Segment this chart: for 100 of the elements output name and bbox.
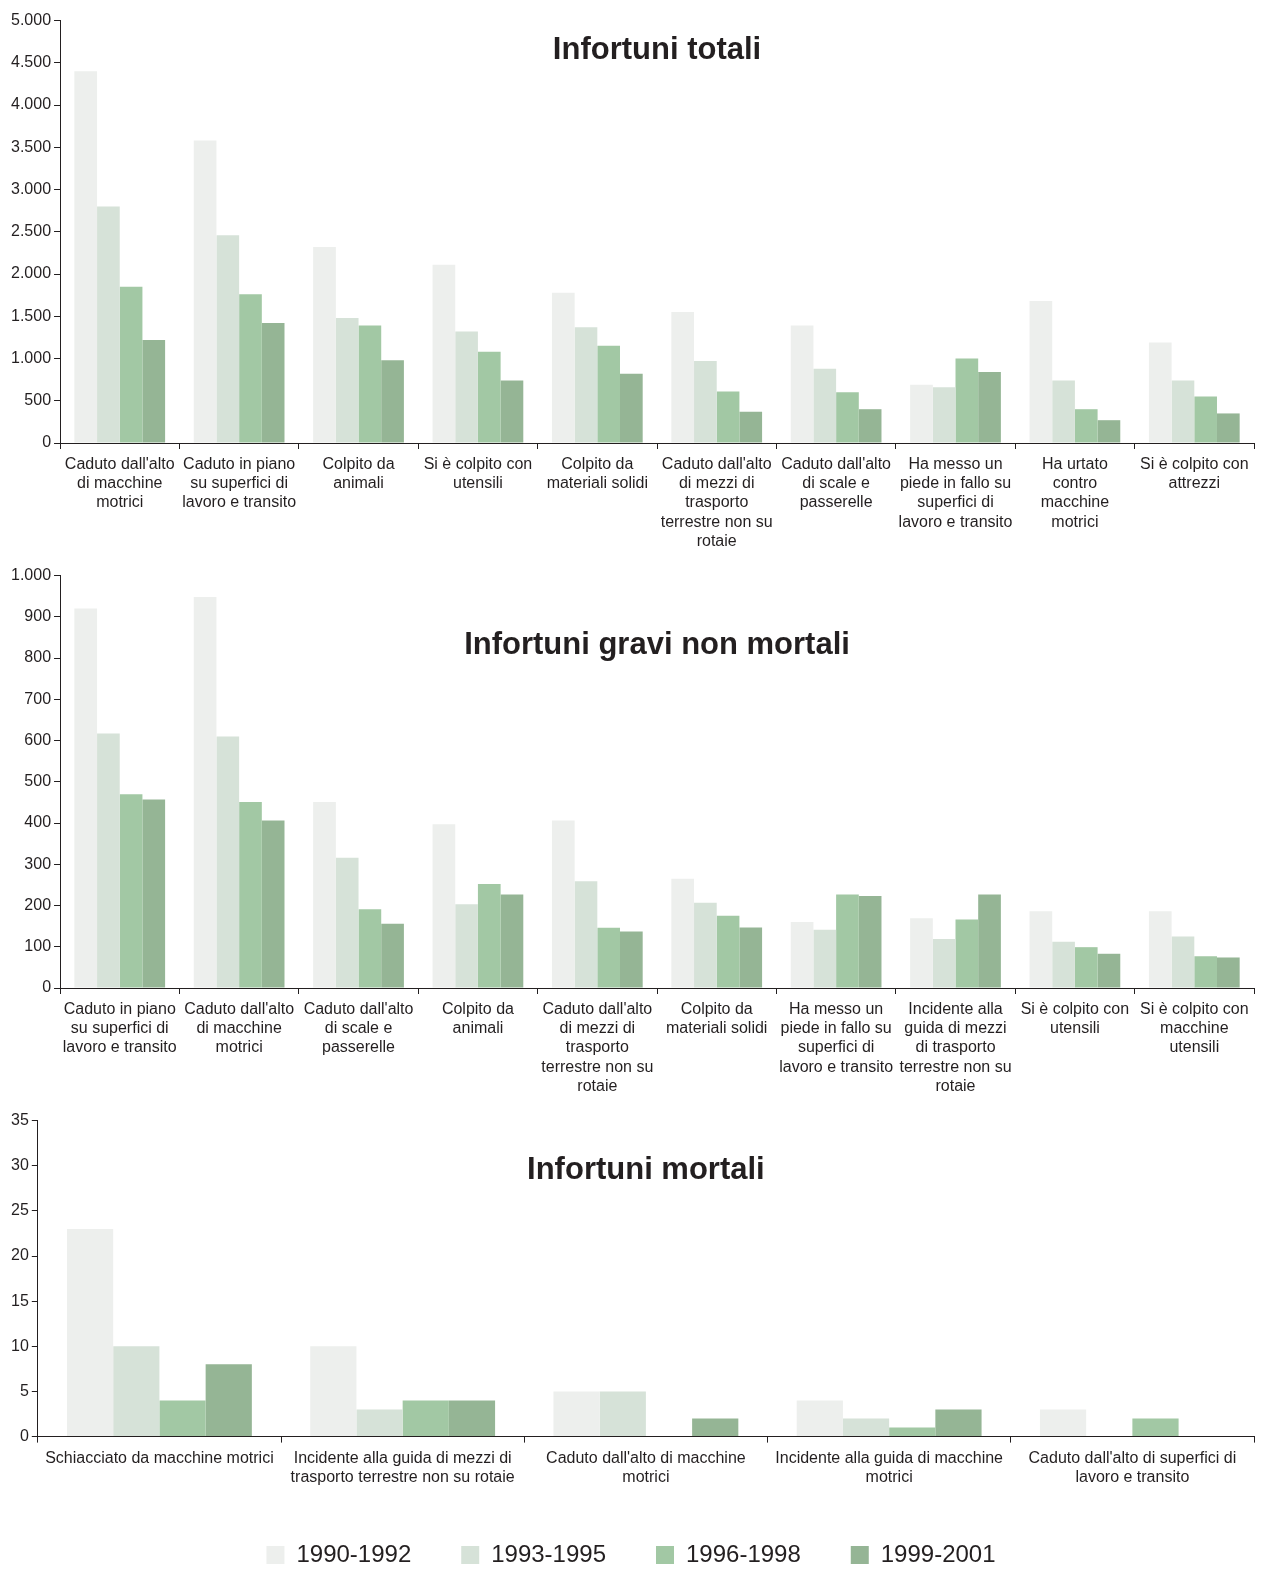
- x-tick-label: Caduto dall'alto di macchine motrici: [184, 1000, 295, 1056]
- bar: [455, 904, 478, 988]
- bar: [551, 292, 575, 443]
- bar: [813, 368, 837, 443]
- y-tick-label: 10: [11, 1336, 29, 1354]
- bar: [790, 325, 814, 443]
- x-tick-label: Caduto dall'alto di macchine motrici: [64, 455, 175, 511]
- bar: [335, 857, 359, 988]
- y-tick-label: 100: [24, 937, 52, 955]
- bar: [113, 1346, 160, 1437]
- bar: [694, 361, 717, 443]
- text: Infortuni mortali: [527, 1151, 765, 1187]
- bar: [620, 373, 643, 443]
- x-tick-label: Colpito da animali: [322, 455, 395, 492]
- bar: [671, 312, 695, 443]
- bar: [313, 802, 336, 988]
- x-tick-label: Incidente alla guida di mezzi di trasporto terrestre non su rotaie: [899, 1000, 1012, 1094]
- x-tick-label: Caduto dall'alto di macchine motrici: [546, 1448, 746, 1485]
- x-tick-label: Si è colpito con utensili: [423, 455, 533, 492]
- bar: [858, 896, 882, 988]
- y-tick-label: 1.000: [10, 566, 52, 584]
- bar: [119, 286, 143, 443]
- bar: [1171, 380, 1195, 443]
- y-tick-label: 0: [42, 978, 52, 996]
- bar: [1097, 953, 1121, 988]
- bar: [74, 608, 98, 988]
- bar: [1194, 956, 1217, 988]
- y-tick-label: 700: [24, 689, 52, 707]
- bar: [1074, 947, 1098, 988]
- y-tick-label: 3.000: [10, 179, 52, 197]
- legend-label: 1999-2001: [880, 1539, 996, 1567]
- y-tick-label: 500: [24, 772, 52, 790]
- x-tick-label: Caduto in piano su superfici di lavoro e transito: [182, 455, 297, 511]
- bar: [1216, 413, 1240, 443]
- bar: [205, 1364, 252, 1437]
- legend-label: 1993-1995: [491, 1539, 607, 1567]
- bar: [955, 358, 979, 443]
- x-tick-label: Caduto dall'alto di scale e passerelle: [781, 455, 892, 511]
- bar: [74, 71, 98, 443]
- bar: [193, 597, 217, 988]
- y-tick-label: 35: [11, 1111, 29, 1129]
- bar: [842, 1418, 890, 1437]
- bar: [358, 909, 382, 988]
- bar: [1216, 957, 1240, 988]
- bar: [1029, 301, 1053, 443]
- legend-label: 1990-1992: [296, 1539, 412, 1567]
- bar: [1074, 409, 1098, 443]
- bar: [955, 919, 979, 988]
- y-tick-label: 0: [19, 1427, 29, 1445]
- y-tick-label: 400: [24, 813, 52, 831]
- x-tick-label: Si è colpito con attrezzi: [1140, 455, 1249, 492]
- bar: [97, 733, 120, 988]
- bar: [358, 325, 382, 443]
- y-tick-label: 800: [24, 648, 52, 666]
- x-tick-label: Caduto dall'alto di mezzi di trasporto terrestre non su rotaie: [660, 455, 773, 549]
- bar: [716, 915, 740, 988]
- bar: [935, 1409, 982, 1437]
- bar: [1132, 1418, 1179, 1437]
- bar: [574, 881, 598, 988]
- bar: [455, 331, 478, 443]
- bar: [620, 931, 643, 988]
- legend-label: 1996-1998: [686, 1539, 801, 1567]
- bar: [553, 1391, 600, 1437]
- x-tick-label: Si è colpito con macchine utensili: [1140, 1000, 1249, 1056]
- text: Infortuni gravi non mortali: [464, 626, 850, 662]
- bar: [119, 794, 143, 988]
- bar: [313, 247, 336, 443]
- bar: [739, 927, 763, 988]
- bar: [216, 235, 240, 443]
- y-tick-label: 15: [11, 1291, 29, 1309]
- bar: [858, 409, 882, 443]
- bar: [239, 802, 262, 988]
- x-tick-label: Caduto dall'alto di superfici di lavoro e transito: [1028, 1448, 1237, 1485]
- x-tick-label: Colpito da animali: [441, 1000, 515, 1037]
- bar: [574, 327, 598, 443]
- bar: [381, 923, 404, 988]
- y-tick-label: 2.000: [10, 264, 52, 282]
- y-tick-label: 4.000: [10, 95, 52, 113]
- bar: [671, 878, 695, 988]
- bar: [97, 206, 120, 443]
- bar: [402, 1400, 449, 1437]
- bar: [432, 264, 456, 443]
- bar: [66, 1228, 114, 1437]
- bar: [932, 387, 956, 443]
- y-tick-label: 1.000: [10, 348, 52, 366]
- bar: [142, 339, 166, 443]
- bar: [599, 1391, 646, 1437]
- bar: [1052, 380, 1075, 443]
- bar: [335, 317, 359, 443]
- bar: [1039, 1409, 1087, 1437]
- bar: [216, 736, 240, 988]
- y-tick-label: 25: [11, 1201, 29, 1219]
- bar: [1052, 941, 1075, 988]
- x-tick-label: Ha messo un piede in fallo su superfici di lavoro e transito: [779, 1000, 894, 1075]
- y-tick-label: 5.000: [10, 11, 52, 29]
- x-tick-label: Si è colpito con utensili: [1020, 1000, 1130, 1037]
- bar: [910, 384, 933, 443]
- bar: [142, 799, 166, 988]
- bar: [261, 323, 285, 443]
- bar: [239, 294, 262, 443]
